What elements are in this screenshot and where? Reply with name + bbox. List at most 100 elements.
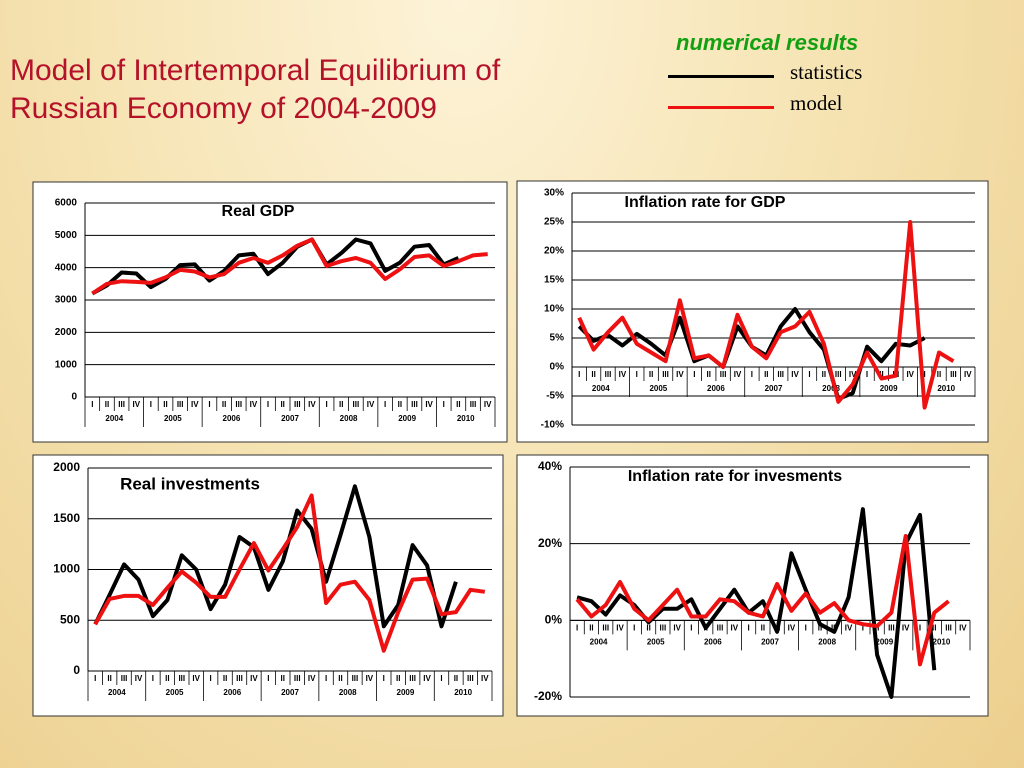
x-tick-label: IV (425, 400, 433, 409)
x-tick-label: IV (250, 674, 258, 683)
x-tick-label: III (294, 674, 301, 683)
x-tick-label: IV (308, 400, 316, 409)
year-label: 2006 (707, 384, 725, 393)
y-tick-label: 20% (538, 536, 562, 550)
x-tick-label: II (223, 674, 227, 683)
x-tick-label: I (862, 623, 864, 632)
year-label: 2009 (397, 688, 415, 697)
x-tick-label: IV (132, 400, 140, 409)
year-label: 2007 (765, 384, 783, 393)
x-tick-label: II (165, 674, 169, 683)
x-tick-label: II (163, 400, 167, 409)
y-tick-label: 0 (71, 392, 77, 403)
x-tick-label: III (121, 674, 128, 683)
y-tick-label: 3000 (55, 295, 78, 306)
x-tick-label: IV (192, 674, 200, 683)
x-tick-label: I (150, 400, 152, 409)
x-tick-label: I (924, 370, 926, 379)
x-tick-label: IV (481, 674, 489, 683)
x-tick-label: IV (367, 400, 375, 409)
x-tick-label: IV (366, 674, 374, 683)
x-tick-label: I (91, 400, 93, 409)
y-tick-label: 1000 (53, 562, 80, 576)
x-tick-label: II (222, 400, 226, 409)
y-tick-label: 5000 (55, 230, 78, 241)
x-tick-label: IV (734, 370, 742, 379)
x-tick-label: II (456, 400, 460, 409)
series-line (575, 534, 950, 667)
x-tick-label: II (589, 623, 593, 632)
x-tick-label: I (576, 623, 578, 632)
year-label: 2005 (166, 688, 184, 697)
y-tick-label: 10% (544, 304, 564, 315)
x-tick-label: IV (135, 674, 143, 683)
x-tick-label: II (937, 370, 941, 379)
legend-title: numerical results (676, 30, 859, 55)
x-tick-label: III (470, 400, 477, 409)
x-tick-label: II (338, 674, 342, 683)
x-tick-label: IV (308, 674, 316, 683)
x-tick-label: I (152, 674, 154, 683)
year-label: 2006 (223, 414, 241, 423)
x-tick-label: I (325, 674, 327, 683)
x-tick-label: III (235, 400, 242, 409)
x-tick-label: II (280, 400, 284, 409)
x-tick-label: III (467, 674, 474, 683)
year-label: 2004 (108, 688, 126, 697)
year-label: 2009 (398, 414, 416, 423)
x-tick-label: I (808, 370, 810, 379)
y-tick-label: 20% (544, 246, 564, 257)
y-tick-label: -10% (541, 420, 564, 431)
y-tick-label: 1500 (53, 511, 80, 525)
year-label: 2007 (281, 688, 299, 697)
series-line (91, 237, 488, 296)
x-tick-label: III (950, 370, 957, 379)
x-tick-label: III (660, 623, 667, 632)
x-tick-label: I (267, 674, 269, 683)
x-tick-label: III (835, 370, 842, 379)
chart-title: Real investments (120, 474, 260, 493)
year-label: 2004 (590, 637, 608, 646)
x-tick-label: II (107, 674, 111, 683)
x-tick-label: II (707, 370, 711, 379)
x-tick-label: IV (619, 370, 627, 379)
x-tick-label: III (411, 400, 418, 409)
year-label: 2004 (105, 414, 123, 423)
y-tick-label: 25% (544, 217, 564, 228)
x-tick-label: II (761, 623, 765, 632)
year-label: 2007 (761, 637, 779, 646)
x-tick-label: IV (791, 370, 799, 379)
x-tick-label: II (398, 400, 402, 409)
slide-title: Model of Intertemporal Equilibrium of Ru… (10, 54, 501, 125)
x-tick-label: I (690, 623, 692, 632)
series-line (577, 220, 955, 410)
x-tick-label: IV (845, 623, 853, 632)
year-label: 2010 (933, 637, 951, 646)
year-label: 2008 (822, 384, 840, 393)
x-tick-label: II (396, 674, 400, 683)
x-tick-label: I (693, 370, 695, 379)
x-tick-label: III (888, 623, 895, 632)
x-tick-label: I (866, 370, 868, 379)
x-tick-label: III (717, 623, 724, 632)
legend-swatch (668, 106, 774, 109)
year-label: 2010 (454, 688, 472, 697)
year-label: 2006 (223, 688, 241, 697)
y-tick-label: 0% (545, 613, 563, 627)
legend-label: statistics (790, 60, 863, 84)
year-label: 2008 (818, 637, 836, 646)
x-tick-label: I (267, 400, 269, 409)
x-tick-label: IV (250, 400, 258, 409)
year-label: 2009 (875, 637, 893, 646)
x-tick-label: I (578, 370, 580, 379)
x-tick-label: III (177, 400, 184, 409)
x-tick-label: I (747, 623, 749, 632)
x-tick-label: I (210, 674, 212, 683)
x-tick-label: II (281, 674, 285, 683)
x-tick-label: III (605, 370, 612, 379)
y-tick-label: 4000 (55, 262, 78, 273)
chart-title: Real GDP (222, 203, 295, 220)
series-line (93, 484, 458, 629)
x-tick-label: I (919, 623, 921, 632)
x-tick-label: IV (191, 400, 199, 409)
